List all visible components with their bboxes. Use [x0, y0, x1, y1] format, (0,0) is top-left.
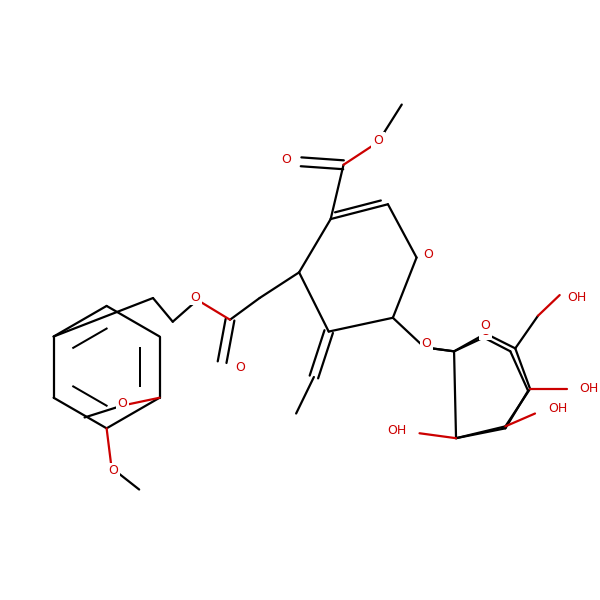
Text: OH: OH	[580, 382, 599, 395]
Text: O: O	[481, 325, 491, 338]
Text: O: O	[117, 397, 127, 410]
Text: O: O	[191, 290, 200, 304]
Text: OH: OH	[568, 290, 587, 304]
Text: O: O	[373, 134, 383, 146]
Text: O: O	[421, 337, 431, 350]
Text: OH: OH	[388, 424, 407, 437]
Text: O: O	[481, 319, 491, 332]
Text: O: O	[281, 154, 291, 166]
Text: O: O	[235, 361, 245, 374]
Text: O: O	[109, 464, 118, 477]
Text: OH: OH	[548, 402, 567, 415]
Text: O: O	[424, 248, 433, 261]
